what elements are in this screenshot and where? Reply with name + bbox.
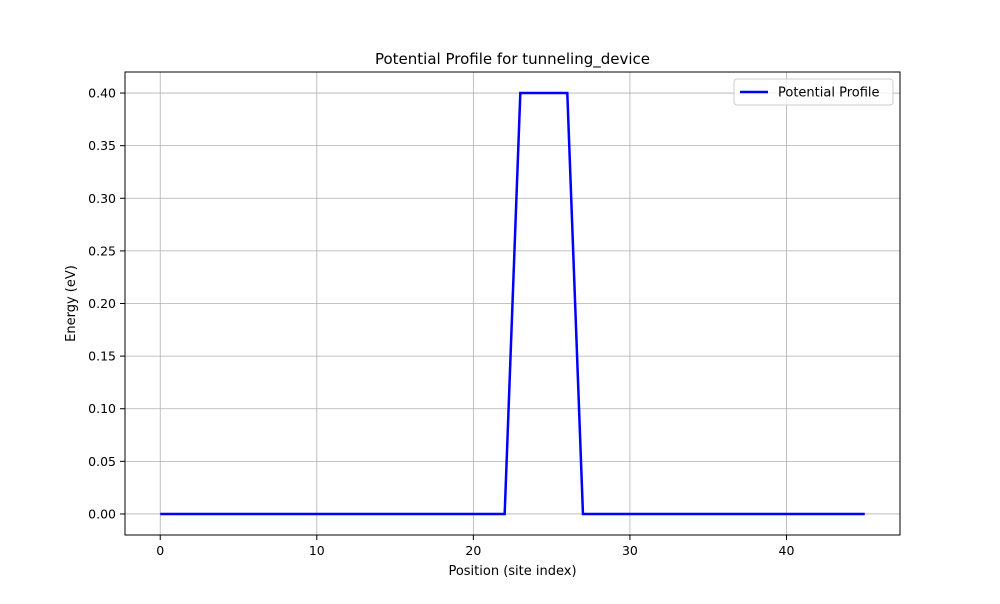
series-line-potential-profile bbox=[160, 91, 865, 516]
y-tick-label: 0.35 bbox=[88, 138, 116, 153]
y-tick-label: 0.00 bbox=[88, 506, 116, 521]
y-axis: 0.00 0.05 0.10 0.15 0.20 0.25 0.30 0.35 0.40 bbox=[88, 86, 125, 521]
chart-title: Potential Profile for tunneling_device bbox=[375, 50, 650, 69]
y-tick-label: 0.05 bbox=[88, 454, 116, 469]
x-tick-label: 10 bbox=[309, 543, 325, 558]
y-tick-label: 0.20 bbox=[88, 296, 116, 311]
y-tick-label: 0.40 bbox=[88, 86, 116, 101]
y-tick-label: 0.25 bbox=[88, 243, 116, 258]
x-tick-label: 20 bbox=[465, 543, 481, 558]
y-tick-label: 0.10 bbox=[88, 401, 116, 416]
x-tick-label: 30 bbox=[622, 543, 638, 558]
x-tick-label: 0 bbox=[156, 543, 164, 558]
series-layer bbox=[160, 91, 865, 516]
legend-label-potential-profile: Potential Profile bbox=[778, 86, 880, 101]
x-axis-label: Position (site index) bbox=[448, 564, 576, 579]
plot-area bbox=[124, 71, 901, 536]
y-tick-label: 0.30 bbox=[88, 191, 116, 206]
y-tick-label: 0.15 bbox=[88, 349, 116, 364]
x-axis: 0 10 20 30 40 bbox=[156, 535, 794, 558]
x-tick-label: 40 bbox=[779, 543, 795, 558]
legend-box bbox=[733, 78, 894, 106]
y-axis-label: Energy (eV) bbox=[64, 265, 79, 342]
legend: Potential Profile bbox=[733, 78, 894, 106]
